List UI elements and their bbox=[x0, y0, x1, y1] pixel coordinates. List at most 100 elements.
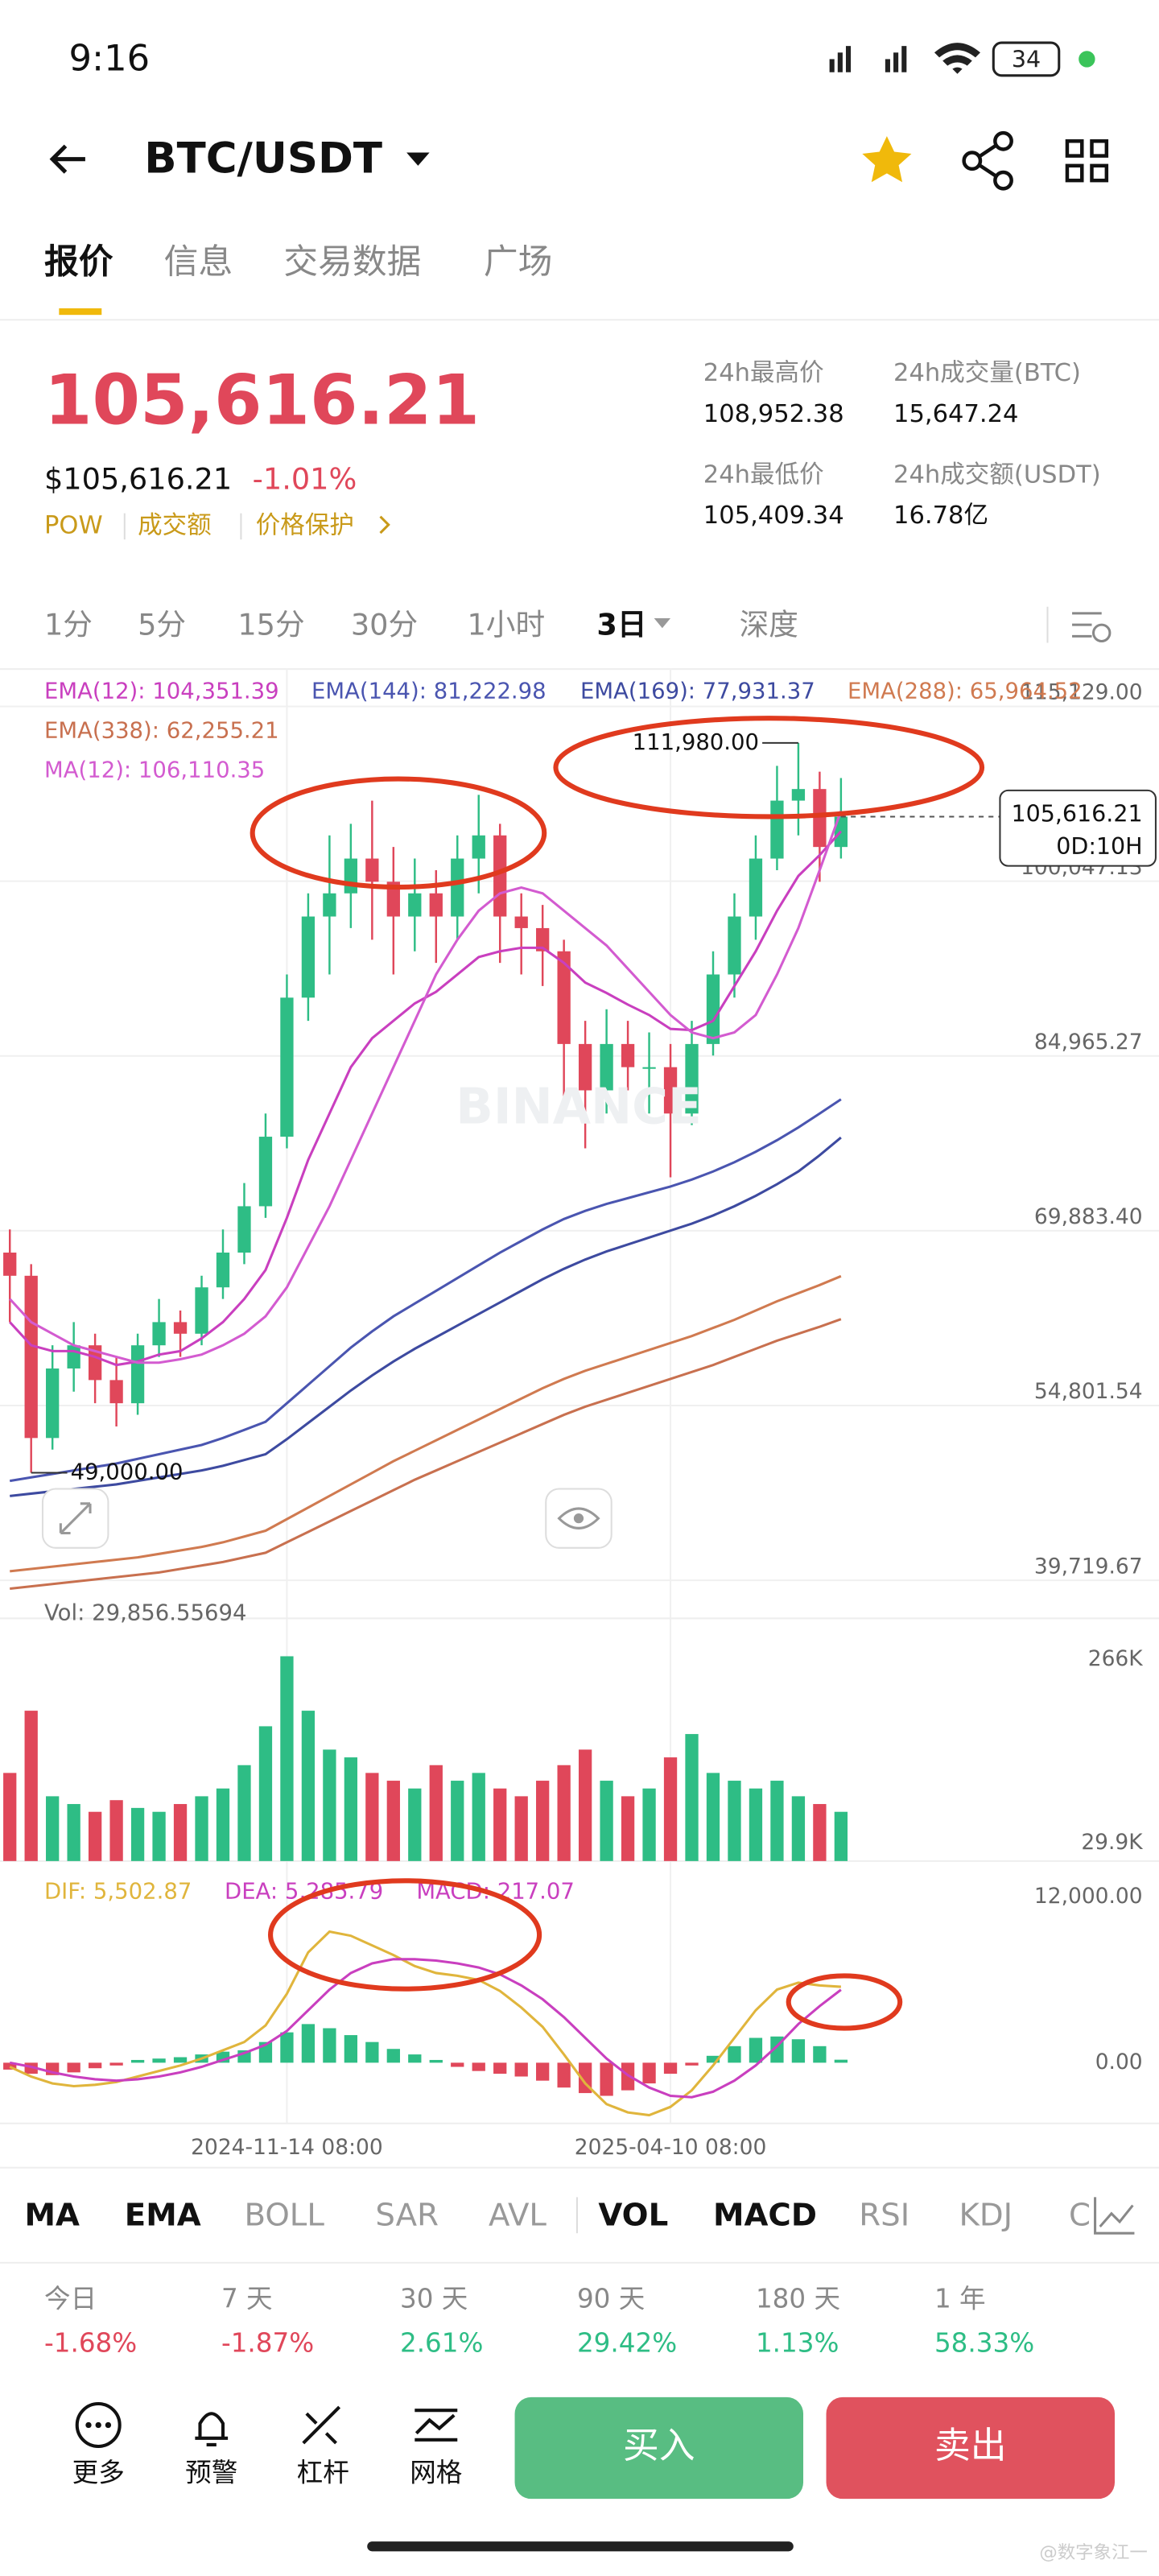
period-change: -1.68% bbox=[44, 2328, 137, 2359]
volume-bar bbox=[728, 1781, 741, 1861]
volume-bar bbox=[323, 1749, 336, 1861]
sell-button[interactable] bbox=[826, 2396, 1116, 2500]
pair-dropdown[interactable] bbox=[406, 152, 430, 166]
candle-body bbox=[642, 1067, 656, 1069]
volume-bar bbox=[685, 1734, 699, 1861]
indicator-tab[interactable]: RSI bbox=[859, 2197, 909, 2233]
indicator-line bbox=[9, 830, 843, 1367]
buy-button[interactable] bbox=[514, 2396, 804, 2500]
macd-bar bbox=[451, 2062, 464, 2067]
tab[interactable]: 报价 bbox=[44, 242, 113, 283]
volume-bar bbox=[408, 1788, 422, 1861]
tool-label[interactable]: 更多 bbox=[72, 2458, 125, 2488]
indicator-tab[interactable]: EMA bbox=[125, 2197, 201, 2233]
tool-label[interactable]: 杠杆 bbox=[297, 2458, 349, 2488]
volume-bar bbox=[451, 1781, 464, 1861]
share[interactable] bbox=[962, 130, 1013, 191]
volume-bar bbox=[770, 1781, 784, 1861]
macd-bar bbox=[88, 2062, 102, 2069]
signal-icons bbox=[829, 43, 980, 74]
grid-menu[interactable] bbox=[1065, 139, 1109, 183]
candle-body bbox=[237, 1206, 251, 1253]
candle-body bbox=[173, 1322, 188, 1334]
volume-bar bbox=[429, 1765, 443, 1861]
interval-tab[interactable]: 30分 bbox=[351, 608, 418, 642]
stat-value: 16.78亿 bbox=[893, 502, 988, 530]
candle-body bbox=[728, 916, 741, 975]
interval-tab[interactable]: 5分 bbox=[138, 608, 186, 642]
macd-tick-label: 12,000.00 bbox=[1034, 1884, 1143, 1909]
tab[interactable]: 交易数据 bbox=[283, 242, 421, 283]
interval-tab[interactable]: 15分 bbox=[237, 608, 304, 642]
tag[interactable]: 价格保护 bbox=[256, 511, 354, 539]
indicator-tab[interactable]: VOL bbox=[598, 2197, 668, 2233]
tag[interactable]: POW bbox=[44, 511, 103, 539]
volume-bar bbox=[3, 1773, 17, 1861]
tool-label[interactable]: 预警 bbox=[185, 2458, 237, 2488]
legend-entry: EMA(288): 65,964.52 bbox=[848, 679, 1083, 704]
volume-bar bbox=[493, 1788, 507, 1861]
macd-bar bbox=[557, 2062, 571, 2088]
macd-bar bbox=[663, 2062, 678, 2074]
macd-line bbox=[9, 1958, 842, 2099]
volume-bar bbox=[152, 1811, 166, 1861]
volume-bar bbox=[472, 1773, 485, 1861]
volume-bar bbox=[791, 1796, 806, 1861]
candle-body bbox=[451, 858, 464, 917]
watermark: BINANCE bbox=[456, 1079, 701, 1136]
tool-label[interactable]: 网格 bbox=[410, 2458, 462, 2488]
indicator-tab[interactable]: MACD bbox=[713, 2197, 817, 2233]
candle-body bbox=[770, 800, 784, 859]
candle-body bbox=[536, 927, 550, 952]
buy-label: 买入 bbox=[623, 2424, 695, 2467]
stat-value: 15,647.24 bbox=[893, 400, 1018, 428]
indicator-tab[interactable]: KDJ bbox=[959, 2197, 1013, 2233]
interval-tab[interactable]: 1分 bbox=[44, 608, 93, 642]
eye-pupil bbox=[573, 1513, 584, 1524]
volume-bar bbox=[749, 1788, 763, 1861]
macd-bar bbox=[152, 2058, 166, 2063]
indicator-tab[interactable]: BOLL bbox=[244, 2197, 324, 2233]
indicator-tab[interactable]: C bbox=[1069, 2197, 1091, 2233]
pair-title[interactable]: BTC/USDT bbox=[144, 134, 382, 183]
period: 今日 bbox=[44, 2284, 97, 2314]
favorite[interactable] bbox=[862, 136, 912, 183]
macd-bar bbox=[323, 2028, 336, 2063]
fullscreen-icon bbox=[59, 1502, 92, 1535]
stat-label: 24h成交额(USDT) bbox=[893, 460, 1101, 489]
chart-settings[interactable] bbox=[1072, 612, 1112, 643]
countdown: 0D:10H bbox=[1056, 833, 1142, 860]
stat-value: 108,952.38 bbox=[703, 400, 844, 428]
indicator-tab[interactable]: SAR bbox=[375, 2197, 439, 2233]
interval-tab[interactable]: 深度 bbox=[740, 608, 798, 642]
tab[interactable]: 信息 bbox=[164, 242, 233, 283]
candle-body bbox=[109, 1380, 123, 1404]
y-tick-label: 39,719.67 bbox=[1034, 1554, 1143, 1579]
volume-bar bbox=[344, 1757, 358, 1861]
candle-body bbox=[3, 1253, 17, 1276]
candle-body bbox=[408, 893, 422, 917]
volume-bar bbox=[237, 1765, 251, 1861]
candle-body bbox=[621, 1043, 635, 1067]
indicator-tab[interactable]: MA bbox=[25, 2197, 80, 2233]
macd-bar bbox=[109, 2062, 123, 2066]
volume-bar bbox=[258, 1726, 273, 1861]
macd-bar bbox=[173, 2057, 188, 2063]
y-tick-label: 84,965.27 bbox=[1034, 1030, 1143, 1055]
candle-body bbox=[195, 1287, 208, 1334]
indicator-settings[interactable] bbox=[1094, 2197, 1135, 2235]
more-dots bbox=[85, 2421, 112, 2429]
tab-indicator bbox=[59, 308, 102, 316]
tag[interactable]: 成交额 bbox=[138, 511, 212, 539]
indicator-tab[interactable]: AVL bbox=[489, 2197, 547, 2233]
volume-bar bbox=[173, 1804, 188, 1861]
stat-label: 24h最高价 bbox=[703, 359, 824, 387]
volume-bar bbox=[67, 1804, 80, 1861]
interval-tab[interactable]: 3日 bbox=[596, 608, 646, 642]
tab[interactable]: 广场 bbox=[484, 242, 553, 283]
back-button[interactable] bbox=[49, 144, 85, 174]
interval-dropdown[interactable] bbox=[654, 617, 671, 629]
volume-bar bbox=[600, 1781, 613, 1861]
macd-bar bbox=[280, 2032, 294, 2063]
interval-tab[interactable]: 1小时 bbox=[467, 608, 545, 642]
